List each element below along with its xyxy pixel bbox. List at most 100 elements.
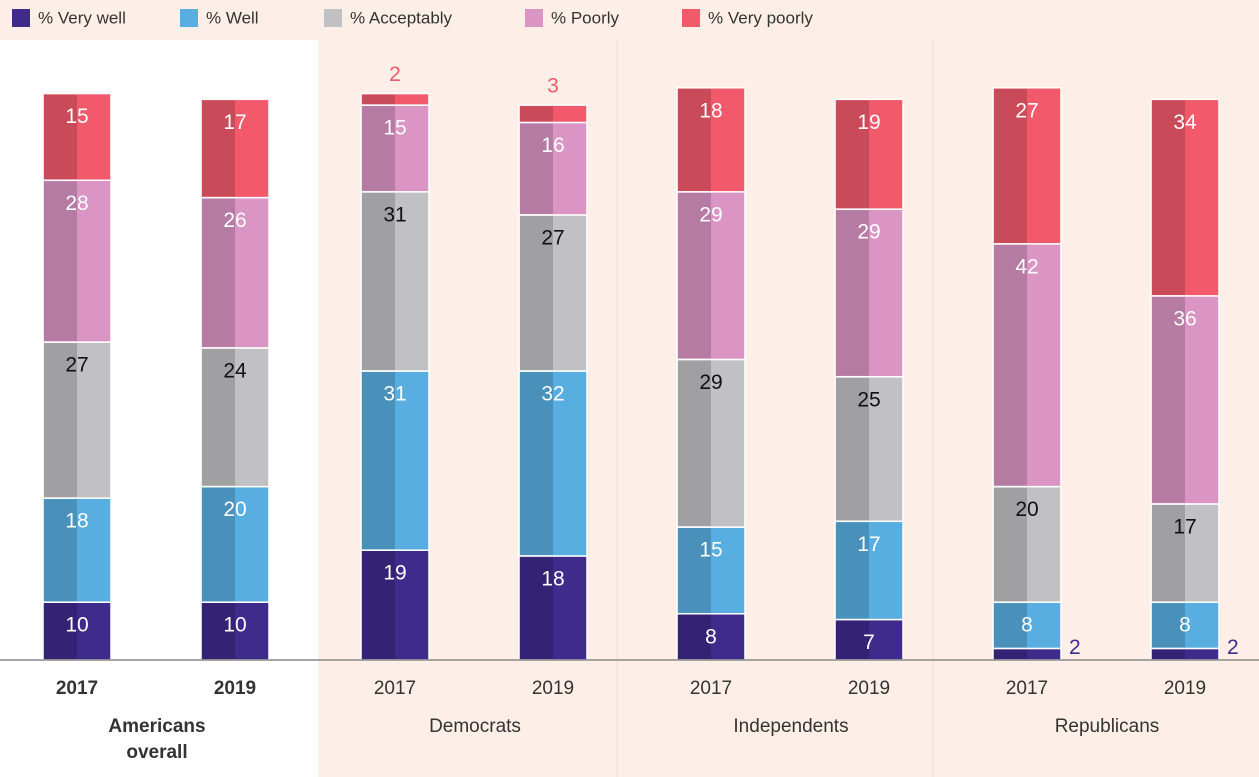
legend-label: % Very well bbox=[38, 8, 126, 27]
bar-shade bbox=[362, 372, 395, 550]
bar-shade bbox=[520, 372, 553, 555]
value-label: 18 bbox=[541, 568, 564, 591]
bar-segment bbox=[518, 214, 588, 372]
bar-shade bbox=[994, 603, 1027, 648]
bar-segment bbox=[42, 92, 112, 182]
value-label: 31 bbox=[383, 383, 406, 406]
bar-shade bbox=[678, 88, 711, 191]
bar-shade bbox=[202, 603, 235, 659]
bar-segment bbox=[360, 549, 430, 661]
legend-label: % Acceptably bbox=[350, 8, 453, 27]
bar-shade bbox=[836, 522, 869, 619]
bar-shade bbox=[44, 603, 77, 659]
bar-shade bbox=[202, 198, 235, 347]
bar-segment bbox=[518, 104, 588, 124]
bar-shade bbox=[202, 348, 235, 486]
value-label: 2 bbox=[1069, 636, 1081, 659]
bar-segment bbox=[360, 191, 430, 372]
bar-segment bbox=[42, 341, 112, 499]
bar-shade bbox=[520, 123, 553, 214]
value-label: 31 bbox=[383, 203, 406, 226]
bar-segment bbox=[834, 98, 904, 210]
bar-shade bbox=[678, 614, 711, 659]
value-label: 16 bbox=[541, 134, 564, 157]
bar-shade bbox=[678, 528, 711, 613]
legend-swatch bbox=[180, 9, 198, 27]
bar-segment bbox=[200, 196, 270, 349]
bar-segment bbox=[992, 87, 1062, 245]
value-label: 3 bbox=[547, 75, 559, 98]
bar-segment bbox=[992, 243, 1062, 488]
value-label: 42 bbox=[1015, 255, 1038, 278]
value-label: 17 bbox=[857, 533, 880, 556]
bar-shade bbox=[520, 215, 553, 370]
bar-segment bbox=[1150, 295, 1220, 505]
value-label: 20 bbox=[1015, 498, 1038, 521]
bar-segment bbox=[676, 358, 746, 528]
value-label: 10 bbox=[223, 614, 246, 637]
bar-shade bbox=[836, 620, 869, 659]
x-tick-label: 2019 bbox=[848, 678, 890, 699]
value-label: 36 bbox=[1173, 307, 1196, 330]
legend-swatch bbox=[525, 9, 543, 27]
value-label: 15 bbox=[383, 117, 406, 140]
value-label: 34 bbox=[1173, 111, 1197, 134]
bar-shade bbox=[362, 551, 395, 659]
bar-shade bbox=[678, 192, 711, 359]
group-label: Americans overall bbox=[108, 716, 206, 763]
bar-shade bbox=[520, 106, 553, 122]
bar-shade bbox=[836, 377, 869, 521]
bar-shade bbox=[836, 210, 869, 376]
legend-swatch bbox=[12, 9, 30, 27]
bar-shade bbox=[994, 649, 1027, 659]
x-tick-label: 2019 bbox=[214, 678, 256, 699]
bar-segment bbox=[992, 485, 1062, 603]
value-label: 20 bbox=[223, 498, 246, 521]
value-label: 28 bbox=[65, 192, 88, 215]
x-tick-label: 2017 bbox=[56, 678, 98, 699]
bar-segment bbox=[42, 179, 112, 343]
bar-shade bbox=[1152, 649, 1185, 659]
value-label: 27 bbox=[1015, 99, 1038, 122]
x-tick-label: 2017 bbox=[1006, 678, 1048, 699]
bar-shade bbox=[44, 343, 77, 498]
value-label: 29 bbox=[699, 371, 722, 394]
bar-shade bbox=[362, 192, 395, 370]
bar-segment bbox=[676, 191, 746, 361]
legend-label: % Well bbox=[206, 8, 259, 27]
bar-segment bbox=[834, 520, 904, 621]
bar-shade bbox=[362, 106, 395, 191]
group-label: Republicans bbox=[1054, 716, 1160, 737]
bar-shade bbox=[994, 244, 1027, 486]
bar-segment bbox=[360, 92, 430, 106]
legend-swatch bbox=[682, 9, 700, 27]
x-tick-label: 2017 bbox=[374, 678, 416, 699]
group-label: Democrats bbox=[429, 716, 521, 737]
legend-swatch bbox=[324, 9, 342, 27]
bar-shade bbox=[362, 94, 395, 105]
bar-shade bbox=[44, 499, 77, 602]
bar-segment bbox=[1150, 98, 1220, 297]
value-label: 29 bbox=[699, 203, 722, 226]
bar-shade bbox=[1152, 296, 1185, 503]
value-label: 7 bbox=[863, 631, 875, 654]
bar-shade bbox=[44, 94, 77, 180]
bar-segment bbox=[200, 98, 270, 199]
bar-shade bbox=[1152, 100, 1185, 295]
bar-segment bbox=[1150, 503, 1220, 603]
bar-segment bbox=[360, 370, 430, 551]
x-tick-label: 2017 bbox=[690, 678, 732, 699]
value-label: 18 bbox=[699, 99, 722, 122]
bar-segment bbox=[834, 208, 904, 378]
bar-shade bbox=[44, 181, 77, 342]
bar-shade bbox=[994, 88, 1027, 243]
value-label: 15 bbox=[65, 105, 88, 128]
bar-shade bbox=[1152, 504, 1185, 602]
bar-shade bbox=[678, 360, 711, 527]
bar-segment bbox=[42, 497, 112, 603]
value-label: 27 bbox=[65, 354, 88, 377]
bar-segment bbox=[200, 485, 270, 603]
value-label: 10 bbox=[65, 614, 88, 637]
